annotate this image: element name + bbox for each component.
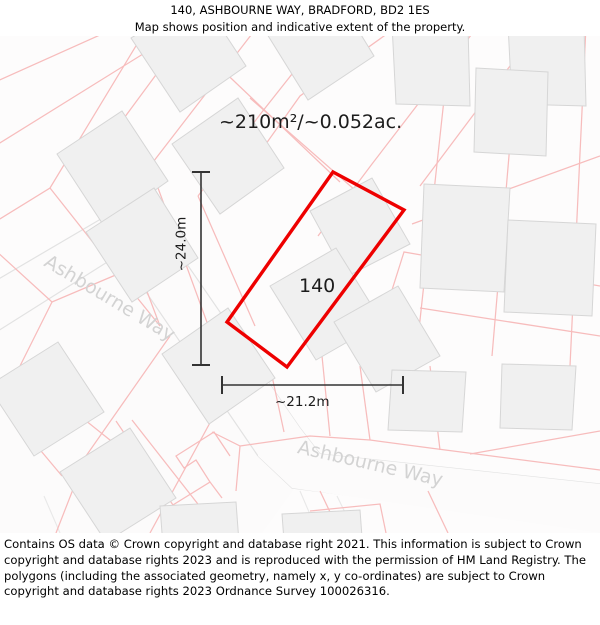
road-casing-spur-a	[43, 495, 61, 533]
building-n-1	[130, 36, 247, 113]
building-footprints	[0, 36, 597, 533]
parcel-line-34	[359, 365, 371, 441]
dimension-annotations	[192, 171, 404, 394]
building-se-2	[387, 369, 467, 433]
building-e-2	[503, 219, 597, 317]
building-s-1	[159, 501, 239, 533]
parcel-line-30	[209, 481, 223, 499]
building-se-1	[499, 363, 577, 431]
copyright-notice: Contains OS data © Crown copyright and d…	[4, 537, 586, 599]
building-sw-1	[0, 341, 105, 457]
map-footer: Contains OS data © Crown copyright and d…	[0, 533, 600, 625]
building-nw-2	[171, 97, 285, 215]
building-plot-lower	[333, 285, 441, 393]
building-sw-2	[59, 427, 177, 533]
page-title: 140, ASHBOURNE WAY, BRADFORD, BD2 1ES	[170, 3, 430, 17]
parcel-line-39	[309, 503, 387, 533]
building-ne-3	[473, 67, 549, 157]
parcel-line-36	[469, 430, 600, 455]
map-header: 140, ASHBOURNE WAY, BRADFORD, BD2 1ES Ma…	[0, 0, 600, 36]
parcel-line-06	[19, 301, 53, 367]
building-ne-1	[392, 36, 471, 107]
page-subtitle: Map shows position and indicative extent…	[134, 20, 466, 34]
map-canvas[interactable]: ~210m²/~0.052ac. 140 ~24.0m ~21.2m Ashbo…	[0, 36, 600, 533]
property-boundary-polygon[interactable]	[224, 169, 407, 370]
building-s-2	[281, 509, 363, 533]
building-e-1	[419, 183, 511, 293]
parcel-line-13	[197, 195, 256, 327]
parcel-line-23	[419, 307, 600, 337]
map-vector-layer	[0, 36, 600, 533]
parcel-line-38	[427, 490, 449, 533]
building-n-2	[267, 36, 375, 101]
parcel-line-01	[0, 36, 100, 81]
building-mid-w	[85, 187, 199, 303]
road-surface-ashbourne-way-east	[258, 373, 600, 533]
